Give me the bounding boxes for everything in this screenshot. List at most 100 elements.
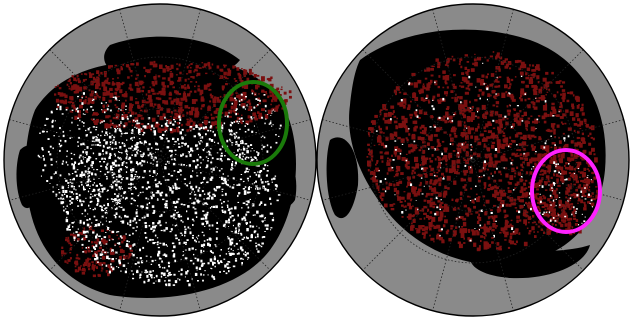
- white-speckle: [150, 153, 153, 156]
- red-speckle: [446, 86, 449, 89]
- white-speckle: [94, 248, 96, 250]
- white-speckle: [162, 137, 164, 139]
- white-speckle: [173, 170, 176, 172]
- white-speckle: [119, 235, 122, 238]
- white-speckle: [217, 259, 219, 263]
- white-speckle: [197, 238, 199, 240]
- red-speckle: [75, 109, 78, 112]
- white-speckle: [135, 143, 139, 146]
- red-speckle: [510, 219, 513, 222]
- white-speckle: [228, 226, 230, 227]
- red-speckle: [413, 144, 417, 150]
- white-speckle: [94, 91, 97, 94]
- red-speckle: [437, 157, 441, 162]
- white-speckle: [164, 179, 167, 181]
- red-speckle: [248, 106, 253, 111]
- red-speckle: [255, 84, 258, 89]
- white-speckle: [98, 241, 102, 245]
- red-speckle: [261, 108, 265, 111]
- white-speckle: [118, 169, 121, 173]
- white-speckle: [492, 175, 494, 177]
- red-speckle: [68, 85, 70, 87]
- red-speckle: [423, 111, 428, 115]
- white-speckle: [146, 274, 149, 278]
- white-speckle: [106, 190, 108, 192]
- white-speckle: [167, 272, 170, 275]
- red-speckle: [502, 134, 506, 137]
- white-speckle: [210, 161, 213, 164]
- white-speckle: [107, 204, 110, 207]
- red-speckle: [586, 168, 589, 170]
- white-speckle: [114, 130, 117, 133]
- red-speckle: [175, 117, 178, 120]
- white-speckle: [154, 178, 157, 182]
- white-speckle: [405, 159, 408, 162]
- red-speckle: [395, 170, 398, 173]
- red-speckle: [131, 124, 134, 127]
- red-speckle: [175, 74, 178, 76]
- red-speckle: [89, 93, 94, 97]
- red-speckle: [460, 191, 463, 195]
- white-speckle: [166, 195, 168, 197]
- white-speckle: [182, 221, 184, 223]
- white-speckle: [156, 190, 160, 194]
- red-speckle: [199, 123, 203, 127]
- white-speckle: [237, 122, 240, 124]
- red-speckle: [554, 136, 556, 138]
- white-speckle: [138, 176, 141, 178]
- red-speckle: [520, 205, 524, 208]
- white-speckle: [132, 244, 134, 246]
- red-speckle: [467, 69, 470, 73]
- red-speckle: [442, 209, 445, 212]
- white-speckle: [202, 210, 205, 212]
- red-speckle: [216, 96, 220, 101]
- white-speckle: [116, 203, 118, 205]
- white-speckle: [228, 130, 231, 133]
- white-speckle: [93, 246, 96, 249]
- red-speckle: [484, 153, 489, 157]
- white-speckle: [192, 160, 196, 163]
- red-speckle: [101, 249, 105, 253]
- red-speckle: [370, 158, 373, 161]
- red-speckle: [538, 121, 540, 123]
- white-speckle: [159, 194, 163, 197]
- red-speckle: [96, 81, 100, 85]
- red-speckle: [187, 93, 191, 97]
- red-speckle: [404, 164, 408, 168]
- red-speckle: [437, 177, 442, 182]
- red-speckle: [496, 186, 499, 190]
- white-speckle: [135, 171, 138, 173]
- red-speckle: [562, 123, 564, 125]
- white-speckle: [105, 232, 107, 233]
- white-speckle: [275, 141, 278, 144]
- red-speckle: [367, 169, 370, 172]
- red-speckle: [396, 172, 399, 175]
- white-speckle: [128, 183, 130, 185]
- white-speckle: [147, 240, 149, 243]
- red-speckle: [508, 203, 512, 207]
- red-speckle: [503, 226, 508, 231]
- red-speckle: [119, 248, 123, 253]
- white-speckle: [246, 237, 249, 240]
- white-speckle: [183, 178, 187, 180]
- red-speckle: [568, 194, 570, 196]
- white-speckle: [187, 205, 190, 208]
- white-speckle: [565, 178, 568, 181]
- white-speckle: [118, 157, 120, 160]
- red-speckle: [504, 158, 508, 162]
- red-speckle: [578, 137, 581, 139]
- red-speckle: [427, 200, 431, 204]
- red-speckle: [418, 149, 422, 152]
- white-speckle: [241, 217, 244, 221]
- white-speckle: [432, 107, 435, 111]
- red-speckle: [194, 68, 197, 71]
- white-speckle: [82, 156, 84, 158]
- red-speckle: [78, 80, 81, 84]
- white-speckle: [224, 210, 227, 214]
- white-speckle: [87, 127, 90, 131]
- red-speckle: [525, 84, 529, 88]
- white-speckle: [87, 160, 89, 162]
- white-speckle: [157, 115, 159, 117]
- red-speckle: [485, 234, 487, 237]
- red-speckle: [76, 74, 79, 78]
